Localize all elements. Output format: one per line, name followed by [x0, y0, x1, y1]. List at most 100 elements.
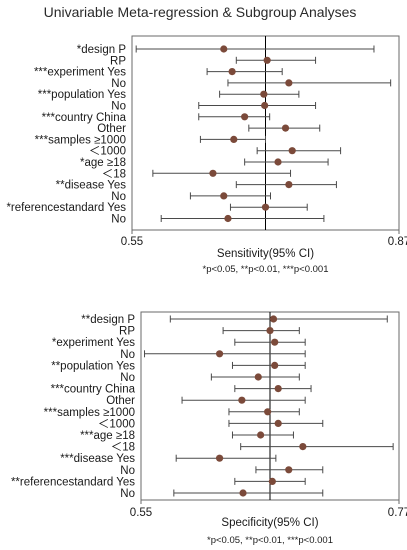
point-estimate: [241, 113, 249, 121]
figure-title: Univariable Meta-regression & Subgroup A…: [44, 4, 357, 20]
forest-row: *referencestandard Yes: [6, 202, 308, 214]
forest-row: *experiment Yes: [52, 337, 306, 349]
row-label: ＜18: [111, 442, 135, 454]
point-estimate: [271, 361, 279, 369]
row-label: ＜18: [102, 168, 126, 180]
forest-row: No: [120, 349, 306, 361]
row-label: No: [120, 465, 135, 477]
row-label: **disease Yes: [56, 180, 127, 192]
row-label: *referencestandard Yes: [6, 202, 126, 214]
forest-row: *age ≥18: [80, 157, 329, 169]
row-label: *age ≥18: [80, 157, 126, 169]
forest-row: Other: [106, 395, 306, 407]
row-label: No: [111, 191, 126, 203]
point-estimate: [261, 203, 270, 211]
forest-row: *design P: [77, 44, 375, 56]
point-estimate: [261, 101, 269, 110]
point-estimate: [264, 408, 272, 416]
row-label: Other: [106, 395, 135, 407]
point-estimate: [220, 45, 228, 53]
point-estimate: [238, 396, 246, 404]
forest-row: **population Yes: [51, 360, 306, 372]
point-estimate: [266, 327, 274, 335]
row-label: ***age ≥18: [80, 430, 135, 442]
row-label: ***disease Yes: [60, 453, 135, 465]
forest-row: ***country China: [51, 384, 312, 396]
forest-row: ＜18: [111, 442, 394, 454]
forest-row: **referencestandard Yes: [11, 476, 306, 488]
specificity-panel: **design PRP*experiment YesNo**populatio…: [11, 311, 407, 546]
row-label: ***country China: [42, 112, 127, 124]
row-label: No: [120, 372, 135, 384]
forest-row: ***disease Yes: [60, 453, 277, 465]
point-estimate: [260, 90, 268, 98]
row-label: **population Yes: [51, 360, 135, 372]
x-tick-label: 0.55: [130, 507, 152, 519]
forest-row: No: [111, 214, 325, 226]
forest-row: Other: [97, 123, 321, 135]
x-axis-label: Sensitivity(95% CI): [217, 248, 314, 260]
point-estimate: [285, 79, 293, 87]
forest-row: No: [111, 191, 272, 203]
forest-row: RP: [119, 326, 300, 338]
row-label: ＜1000: [98, 418, 135, 430]
row-label: No: [111, 101, 126, 113]
row-label: **referencestandard Yes: [11, 476, 135, 488]
row-label: ***samples ≥1000: [35, 134, 126, 146]
forest-row: ＜1000: [89, 146, 342, 158]
row-label: Other: [97, 123, 126, 135]
forest-row: No: [111, 101, 317, 113]
x-axis-label: Specificity(95% CI): [221, 517, 318, 529]
point-estimate: [257, 431, 265, 439]
sensitivity-panel: *design PRP***experiment YesNo***populat…: [6, 35, 407, 275]
forest-row: No: [111, 78, 392, 90]
point-estimate: [274, 158, 282, 166]
row-label: **design P: [81, 314, 135, 326]
point-estimate: [230, 135, 238, 143]
point-estimate: [239, 489, 247, 497]
row-label: No: [111, 214, 126, 226]
point-estimate: [285, 466, 293, 474]
forest-row: **disease Yes: [56, 180, 337, 192]
forest-row: ***samples ≥1000: [44, 407, 300, 419]
row-label: No: [120, 488, 135, 500]
row-label: RP: [110, 55, 126, 67]
forest-row: ***country China: [42, 112, 271, 124]
point-estimate: [268, 477, 276, 485]
forest-row: No: [120, 488, 324, 500]
row-label: No: [111, 78, 126, 90]
forest-row: ***experiment Yes: [34, 67, 283, 79]
point-estimate: [274, 419, 282, 427]
row-label: *experiment Yes: [52, 337, 135, 349]
forest-row: ***age ≥18: [80, 430, 294, 442]
point-estimate: [281, 124, 290, 132]
point-estimate: [254, 373, 262, 381]
point-estimate: [299, 443, 307, 451]
point-estimate: [215, 454, 224, 462]
forest-row: ＜1000: [98, 418, 324, 430]
x-tick-label: 0.87: [388, 236, 407, 248]
row-label: ***experiment Yes: [34, 67, 126, 79]
row-label: *design P: [77, 44, 127, 56]
forest-row: **design P: [81, 314, 388, 326]
forest-row: RP: [110, 55, 317, 67]
point-estimate: [274, 385, 282, 393]
forest-row: ***population Yes: [38, 89, 300, 101]
forest-row: No: [120, 465, 324, 477]
row-label: RP: [119, 326, 135, 338]
point-estimate: [288, 147, 296, 155]
row-label: ＜1000: [89, 146, 126, 158]
point-estimate: [285, 181, 293, 189]
point-estimate: [215, 350, 224, 358]
row-label: ***samples ≥1000: [44, 407, 135, 419]
forest-row: ＜18: [102, 168, 292, 180]
row-label: ***country China: [51, 384, 136, 396]
x-tick-label: 0.77: [388, 507, 407, 519]
point-estimate: [220, 192, 228, 200]
forest-row: ***samples ≥1000: [35, 134, 266, 146]
significance-footnote: *p<0.05, **p<0.01, ***p<0.001: [207, 535, 333, 546]
forest-row: No: [120, 372, 300, 384]
point-estimate: [263, 56, 271, 64]
point-estimate: [228, 68, 236, 76]
